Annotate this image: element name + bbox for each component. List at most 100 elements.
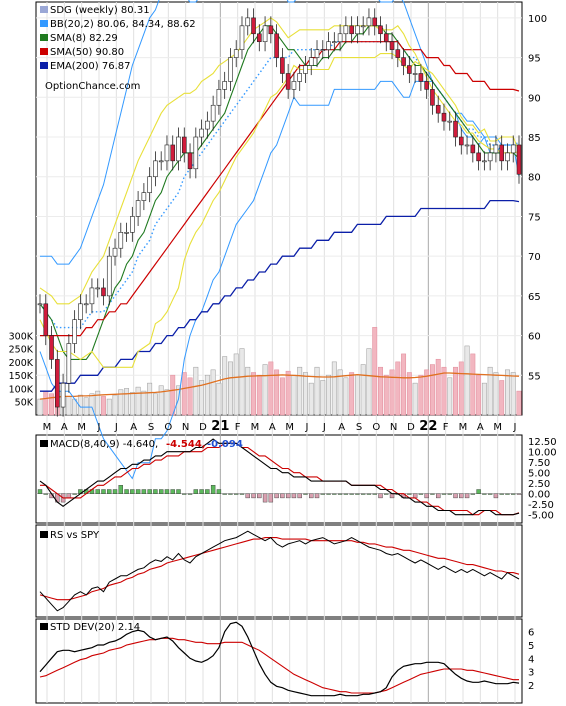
std-panel-frame — [35, 618, 523, 704]
candle-body — [193, 136, 199, 170]
price-tick-label: 95 — [528, 54, 541, 65]
x-tick-label: J — [97, 422, 101, 433]
volume-bar — [83, 397, 89, 416]
legend-label-bb: BB(20,2) 80.06, 84.34, 88.62 — [50, 19, 196, 30]
volume-tick-label: 250K — [9, 345, 34, 356]
legend-label-sma50: SMA(50) 90.80 — [50, 47, 124, 58]
volume-bar — [470, 353, 476, 416]
volume-bar — [118, 389, 124, 416]
macd-histogram-bar — [187, 493, 193, 495]
volume-bar — [476, 374, 482, 416]
volume-bar — [274, 369, 280, 416]
legend-label-sma8: SMA(8) 82.29 — [50, 33, 118, 44]
macd-histogram-bar — [274, 493, 279, 499]
macd-histogram-bar — [164, 489, 170, 494]
macd-histogram-bar — [476, 489, 481, 494]
macd-histogram-bar — [210, 485, 216, 494]
candle-body — [510, 144, 516, 154]
volume-bar — [106, 398, 112, 416]
x-tick-label: M — [459, 422, 468, 433]
std-legend: STD DEV(20) 2.14 — [40, 622, 140, 633]
price-tick-label: 75 — [528, 212, 541, 223]
x-tick-label: J — [114, 422, 118, 433]
macd-histogram-bar — [37, 489, 43, 494]
sma8-line — [39, 25, 520, 360]
candle-body — [320, 49, 326, 51]
macd-histogram-bar — [516, 493, 522, 495]
candle-body — [55, 359, 60, 408]
macd-histogram-bar — [101, 489, 106, 494]
std-tick-label: 4 — [528, 654, 534, 665]
candle-body — [153, 160, 158, 178]
macd-histogram-bar — [372, 493, 377, 495]
volume-bar — [112, 394, 118, 416]
volume-bar — [331, 361, 337, 416]
macd-histogram-bar — [147, 489, 152, 494]
candle-body — [349, 25, 354, 35]
volume-bar — [453, 366, 458, 416]
macd-histogram-bar — [95, 489, 100, 494]
candle-body — [372, 17, 378, 27]
volume-bar — [395, 361, 401, 416]
macd-histogram-bar — [453, 493, 458, 499]
candle-body — [464, 144, 470, 147]
macd-histogram-bar — [447, 493, 452, 495]
candle-body — [257, 33, 262, 43]
candle-body — [233, 49, 239, 58]
macd-tick-label: -5.00 — [528, 511, 554, 522]
x-tick-label: S — [148, 422, 154, 433]
price-tick-label: 65 — [528, 292, 541, 303]
macd-histogram-bar — [285, 493, 291, 499]
volume-bar — [354, 374, 360, 416]
candle-body — [95, 287, 101, 290]
macd-histogram-bar — [303, 493, 308, 495]
candle-body — [164, 144, 170, 162]
macd-histogram-bar — [384, 493, 389, 495]
candle-body — [124, 232, 129, 234]
volume-bar — [464, 345, 470, 416]
std-tick-label: 3 — [528, 668, 534, 679]
volume-bar — [320, 380, 326, 416]
macd-histogram-bar — [112, 489, 118, 494]
candle-body — [251, 17, 256, 35]
candle-body — [60, 382, 66, 408]
volume-bar — [458, 361, 464, 416]
std-legend-label: STD DEV(20) 2.14 — [50, 622, 140, 633]
macd-histogram-bar — [205, 489, 210, 494]
watermark-label: OptionChance.com — [45, 81, 140, 92]
volume-bar — [152, 393, 158, 416]
x-tick-label: J — [322, 422, 326, 433]
candle-body — [395, 49, 401, 58]
volume-bar — [343, 377, 349, 416]
macd-histogram-bar — [297, 493, 302, 499]
volume-bar — [418, 374, 424, 416]
volume-bar — [170, 374, 176, 416]
volume-bar — [291, 374, 297, 416]
volume-bar — [193, 366, 199, 416]
volume-bar — [222, 356, 228, 416]
std-tick-label: 5 — [528, 641, 534, 652]
volume-bar — [262, 364, 268, 416]
macd-histogram-bar — [482, 493, 487, 495]
volume-tick-label: 150K — [9, 371, 34, 382]
macd-line — [39, 438, 520, 516]
candle-body — [378, 25, 383, 35]
x-tick-label: F — [443, 422, 449, 433]
x-tick-label: 22 — [419, 419, 437, 434]
volume-bar — [245, 366, 251, 416]
volume-bar — [349, 372, 355, 416]
std-average-line — [39, 637, 519, 694]
macd-tick-label: -2.50 — [528, 500, 554, 511]
price-legend: SDG (weekly) 80.31 BB(20,2) 80.06, 84.34… — [40, 5, 196, 92]
macd-histogram-bar — [158, 489, 164, 494]
volume-bar — [37, 398, 43, 416]
price-tick-label: 85 — [528, 133, 541, 144]
volume-bar — [43, 390, 49, 416]
bb-inner-lower-line — [39, 53, 520, 368]
macd-histogram-bar — [118, 485, 123, 494]
macd-histogram-bar — [130, 489, 135, 494]
candle-body — [355, 25, 360, 35]
macd-tick-label: 5.00 — [528, 469, 550, 480]
macd-tick-label: 0.00 — [528, 490, 550, 501]
volume-bar — [187, 377, 193, 416]
